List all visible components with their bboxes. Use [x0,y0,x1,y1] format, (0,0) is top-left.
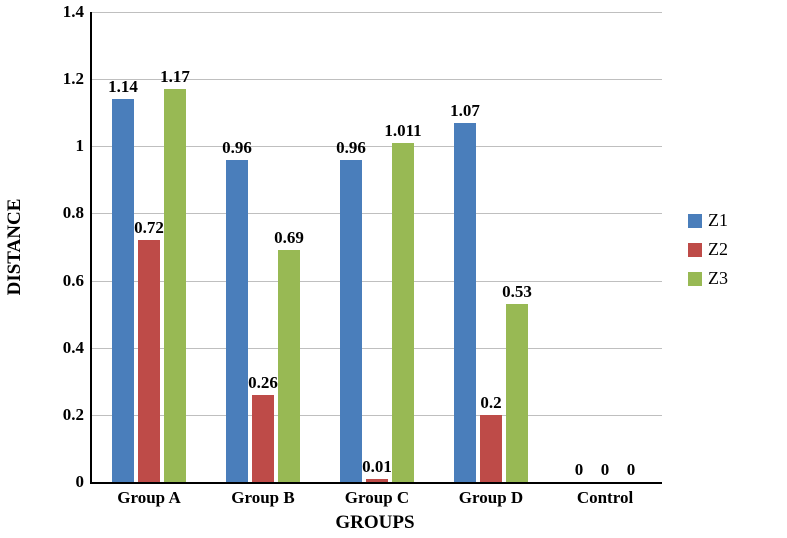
y-axis-title: DISTANCE [4,199,26,296]
legend-label: Z2 [708,239,728,260]
bar: 0.26 [252,395,274,482]
legend-swatch [688,214,702,228]
bar: 0.01 [366,479,388,482]
bar-value-label: 1.14 [108,77,138,97]
bar: 1.17 [164,89,186,482]
bar-value-label: 0.69 [274,228,304,248]
bar-chart: 00.20.40.60.811.21.4Group A1.140.721.17G… [0,0,787,538]
x-tick-label: Group D [459,488,523,508]
y-tick-label: 1 [76,136,93,156]
bar-value-label: 0 [575,460,584,480]
legend-item: Z2 [688,239,728,260]
legend-item: Z1 [688,210,728,231]
bar: 0.2 [480,415,502,482]
bar-value-label: 0.2 [480,393,501,413]
x-tick-label: Group B [231,488,294,508]
y-tick-label: 0.6 [63,271,92,291]
bar: 0.53 [506,304,528,482]
bar: 1.14 [112,99,134,482]
y-tick-label: 1.2 [63,69,92,89]
bar-value-label: 0.72 [134,218,164,238]
y-tick-label: 0 [76,472,93,492]
y-tick-label: 0.4 [63,338,92,358]
bar: 0.96 [226,160,248,482]
y-tick-label: 1.4 [63,2,92,22]
gridline [92,12,662,13]
bar: 0.96 [340,160,362,482]
legend-item: Z3 [688,268,728,289]
plot-area: 00.20.40.60.811.21.4Group A1.140.721.17G… [90,12,662,484]
bar-value-label: 1.011 [384,121,421,141]
x-axis-title: GROUPS [335,512,414,534]
y-tick-label: 0.2 [63,405,92,425]
x-tick-label: Control [577,488,633,508]
bar-value-label: 1.07 [450,101,480,121]
bar-value-label: 0 [601,460,610,480]
bar-value-label: 1.17 [160,67,190,87]
x-tick-label: Group A [117,488,180,508]
bar-value-label: 0 [627,460,636,480]
x-tick-label: Group C [345,488,409,508]
bar: 0.69 [278,250,300,482]
bar-value-label: 0.53 [502,282,532,302]
bar: 0.72 [138,240,160,482]
legend-label: Z1 [708,210,728,231]
y-tick-label: 0.8 [63,203,92,223]
legend: Z1 Z2 Z3 [688,210,728,297]
legend-label: Z3 [708,268,728,289]
legend-swatch [688,243,702,257]
bar-value-label: 0.96 [336,138,366,158]
bar-value-label: 0.96 [222,138,252,158]
bar: 1.07 [454,123,476,482]
bar: 1.011 [392,143,414,482]
bar-value-label: 0.26 [248,373,278,393]
bar-value-label: 0.01 [362,457,392,477]
legend-swatch [688,272,702,286]
